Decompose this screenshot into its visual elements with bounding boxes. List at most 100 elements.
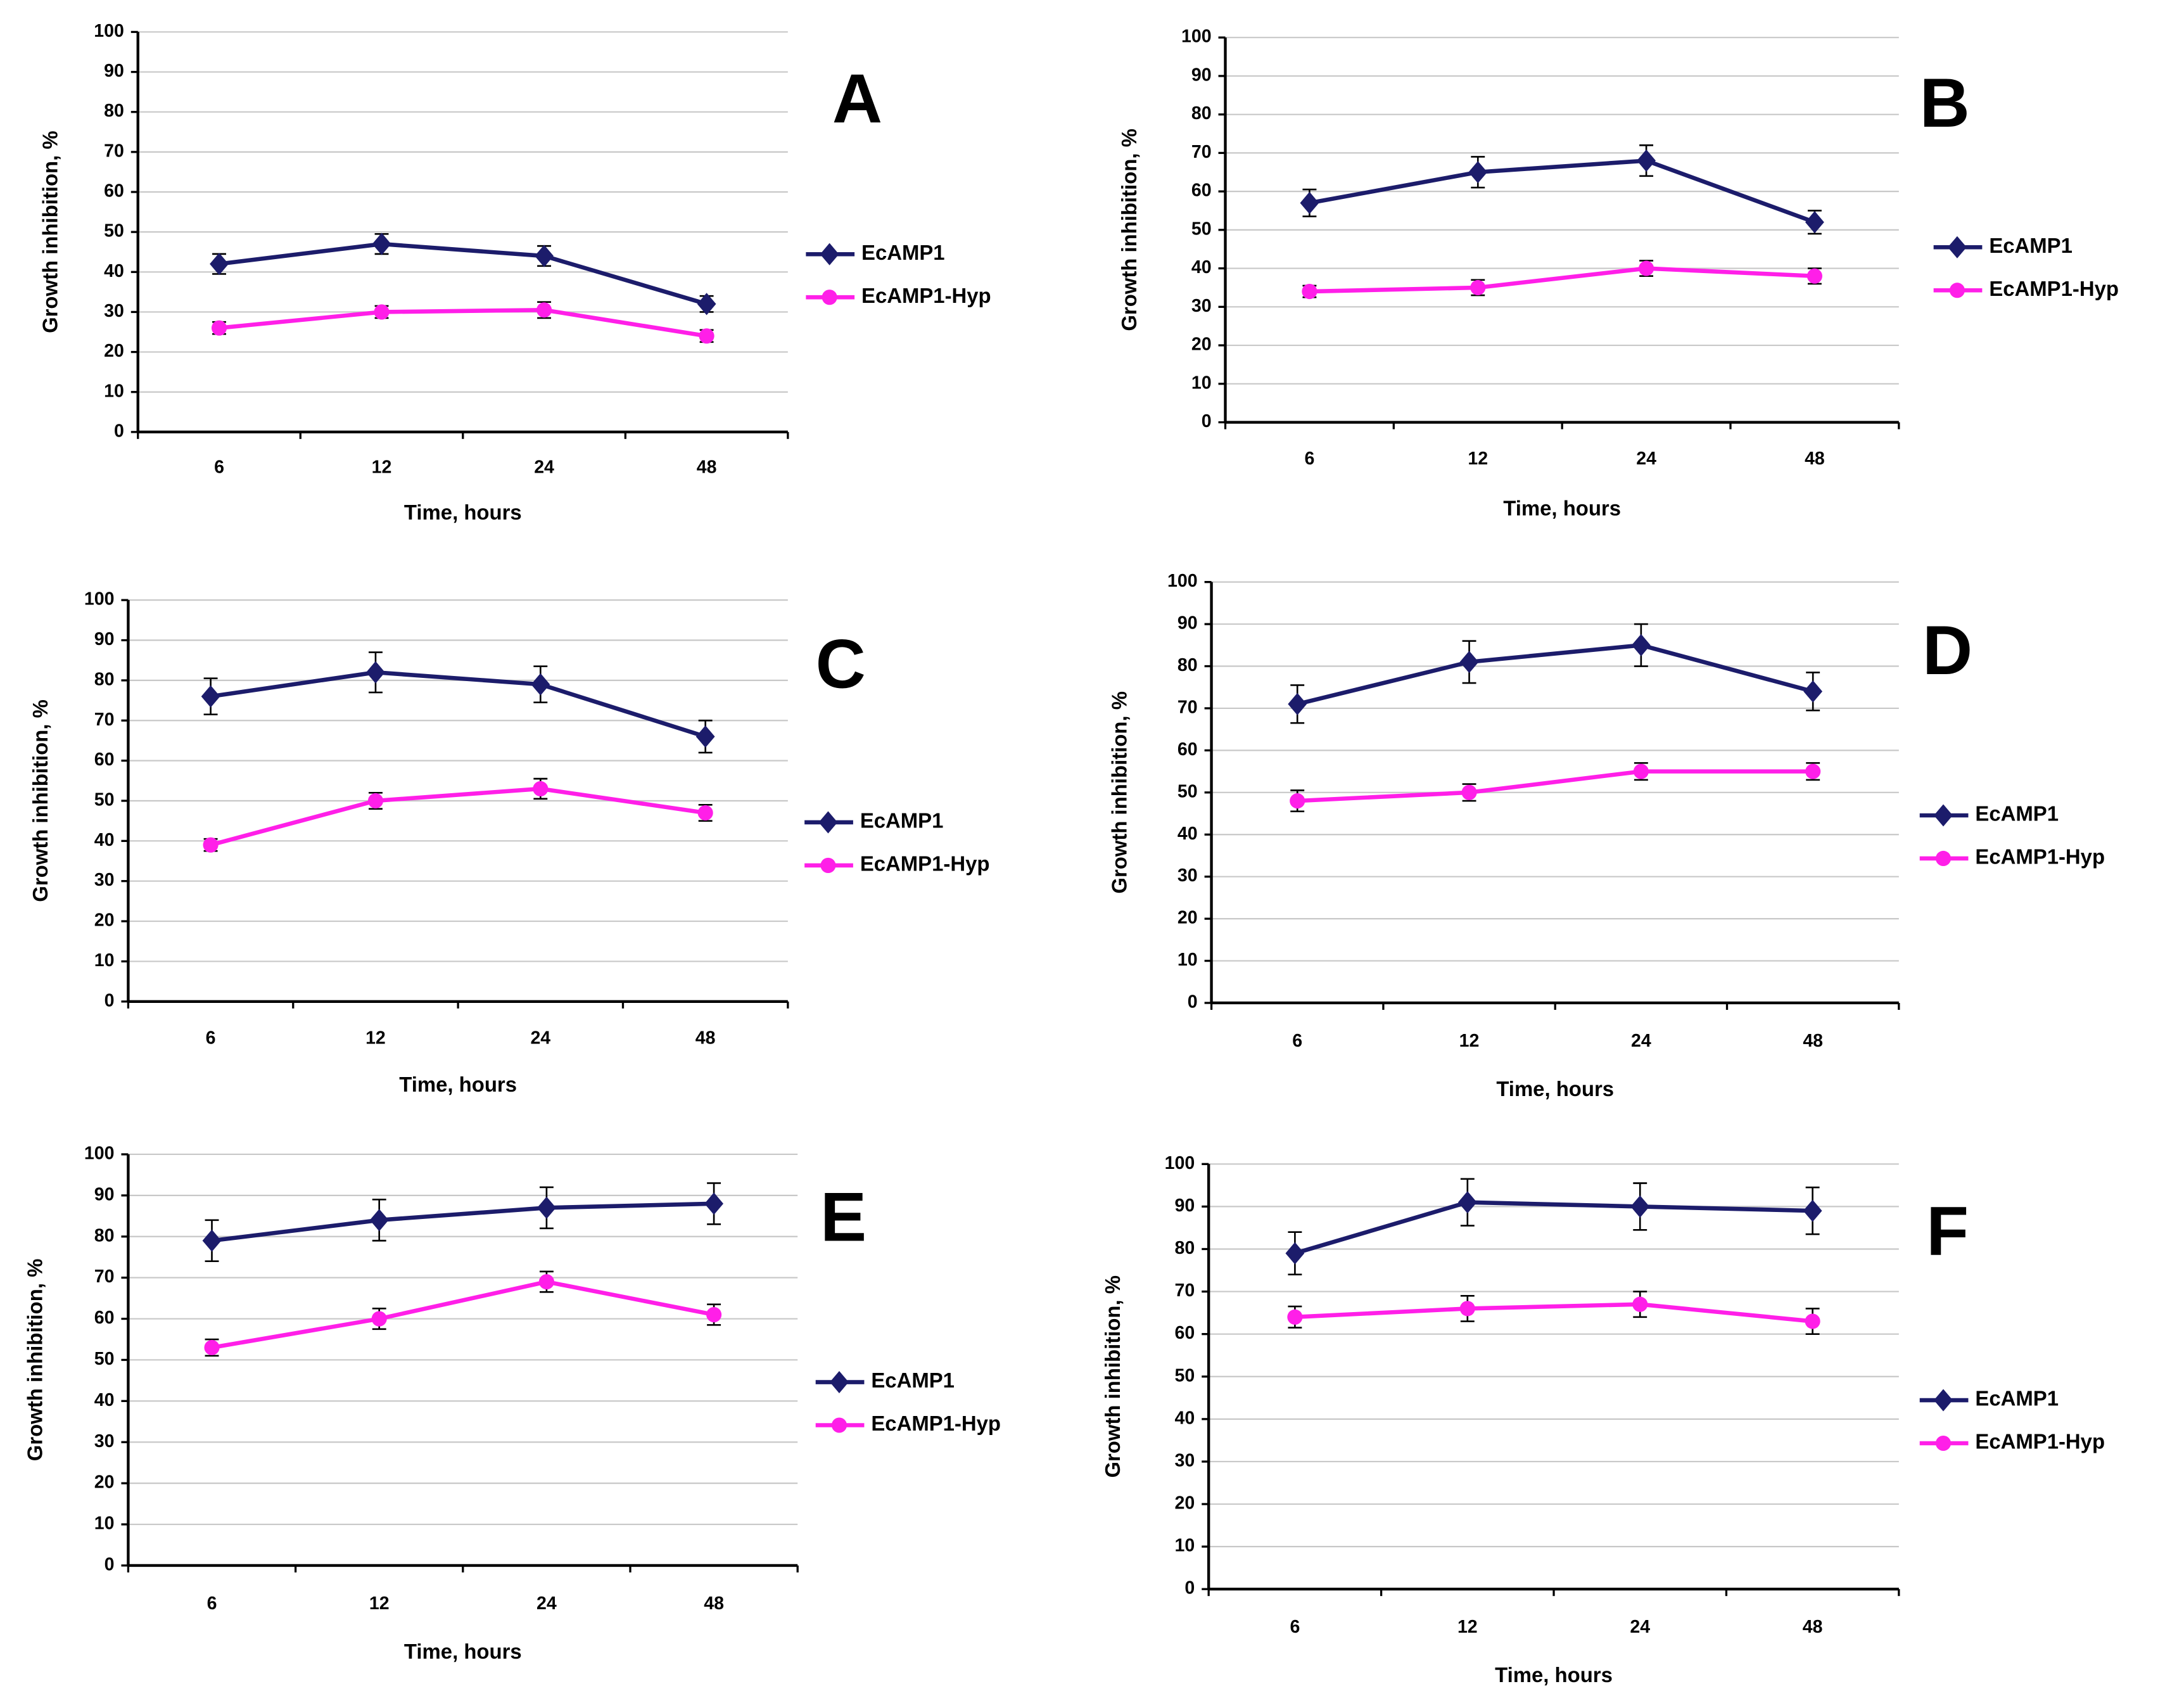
y-tick-label: 70 [94,1266,115,1287]
y-tick-label: 50 [1178,781,1198,801]
y-tick-label: 70 [94,710,115,730]
y-tick-label: 70 [1191,142,1212,162]
y-tick-label: 40 [94,1390,115,1410]
legend-marker [1949,283,1965,298]
data-point [204,1339,220,1356]
x-tick-label: 24 [534,457,554,477]
y-tick-label: 80 [94,669,115,689]
legend-marker [820,857,836,873]
x-tick-label: 6 [206,1028,216,1049]
data-point [1461,784,1477,800]
y-tick-label: 60 [1178,739,1198,760]
y-tick-label: 10 [1178,950,1198,970]
data-point [697,293,716,316]
legend-marker [1935,850,1952,867]
y-tick-label: 80 [1178,655,1198,675]
panel: 0 10 20 30 40 50 60 70 80 90 100 6 12 24 48 Time, hours… [1108,571,2105,1100]
data-point [704,1192,724,1215]
y-axis-label: Growth inhibition, % [1117,129,1141,331]
data-point [371,1311,387,1327]
y-tick-label: 60 [1191,181,1212,201]
y-tick-label: 30 [94,870,115,890]
y-tick-label: 10 [94,950,115,971]
x-tick-label: 6 [1292,1031,1302,1051]
y-tick-label: 20 [94,910,115,931]
data-point [1803,680,1823,703]
y-tick-label: 10 [1191,373,1212,393]
data-point [210,253,229,276]
x-tick-label: 6 [1304,449,1314,469]
data-point [1637,150,1656,172]
data-point [1285,1242,1305,1265]
x-tick-label: 12 [1459,1031,1480,1051]
y-tick-label: 40 [104,261,124,281]
data-point [1633,763,1649,779]
data-point [1805,763,1821,779]
panel-label: F [1926,1192,1969,1270]
y-tick-label: 60 [1175,1323,1195,1343]
data-point [372,233,391,255]
x-tick-label: 12 [1457,1617,1478,1637]
legend-marker [830,1370,849,1394]
data-point [699,328,714,344]
legend-marker [1934,1389,1953,1412]
data-point [695,725,715,748]
panel: 0 10 20 30 40 50 60 70 80 90 100 6 12 24 48 Time, hours… [1101,1153,2105,1687]
y-tick-label: 50 [94,790,115,810]
y-tick-label: 50 [1175,1365,1195,1386]
legend-label: EcAMP1 [1975,1387,2059,1410]
legend-label: EcAMP1 [1989,234,2073,257]
x-axis-label: Time, hours [404,1640,522,1663]
legend-label: EcAMP1-Hyp [860,852,990,876]
y-tick-label: 30 [104,301,124,321]
panel-label: A [832,60,882,137]
data-point [533,781,549,797]
legend-marker [818,811,838,834]
y-tick-label: 10 [94,1514,115,1534]
y-tick-label: 70 [104,141,124,161]
y-tick-label: 0 [1188,992,1198,1012]
series-line [1294,1200,1813,1256]
panel-label: D [1922,612,1972,689]
series-line [210,670,706,739]
data-point [531,673,550,696]
data-point [1459,651,1479,673]
legend-label: EcAMP1-Hyp [1989,277,2119,300]
panel-label: E [820,1178,867,1256]
y-tick-label: 10 [104,381,124,401]
data-point [211,320,227,336]
series-line [1297,642,1814,706]
y-tick-label: 40 [94,830,115,850]
legend-marker [822,290,837,305]
y-tick-label: 80 [94,1225,115,1246]
data-point [538,1274,554,1290]
y-tick-label: 80 [1175,1238,1195,1258]
y-tick-label: 30 [1175,1450,1195,1470]
y-tick-label: 50 [94,1349,115,1369]
x-tick-label: 48 [704,1593,724,1614]
y-tick-label: 20 [104,341,124,361]
data-point [1639,260,1654,276]
y-tick-label: 100 [1167,571,1198,591]
data-point [369,1209,389,1232]
data-point [1632,1296,1648,1312]
x-axis-label: Time, hours [404,501,522,524]
x-axis-label: Time, hours [399,1073,517,1096]
y-tick-label: 0 [105,990,115,1011]
legend-label: EcAMP1-Hyp [1975,1430,2105,1453]
y-tick-label: 100 [84,1143,115,1163]
x-tick-label: 48 [1805,449,1825,469]
data-point [697,805,713,821]
data-point [374,304,390,320]
y-tick-label: 20 [1191,335,1212,355]
y-axis-label: Growth inhibition, % [1108,691,1131,894]
x-axis-label: Time, hours [1503,496,1621,520]
data-point [1805,211,1824,234]
y-tick-label: 70 [1175,1280,1195,1301]
legend-marker [1935,1435,1952,1451]
y-tick-label: 50 [104,221,124,241]
data-point [1470,279,1486,296]
series-line [1297,769,1813,803]
data-point [1302,283,1317,300]
y-tick-label: 0 [1184,1578,1195,1598]
